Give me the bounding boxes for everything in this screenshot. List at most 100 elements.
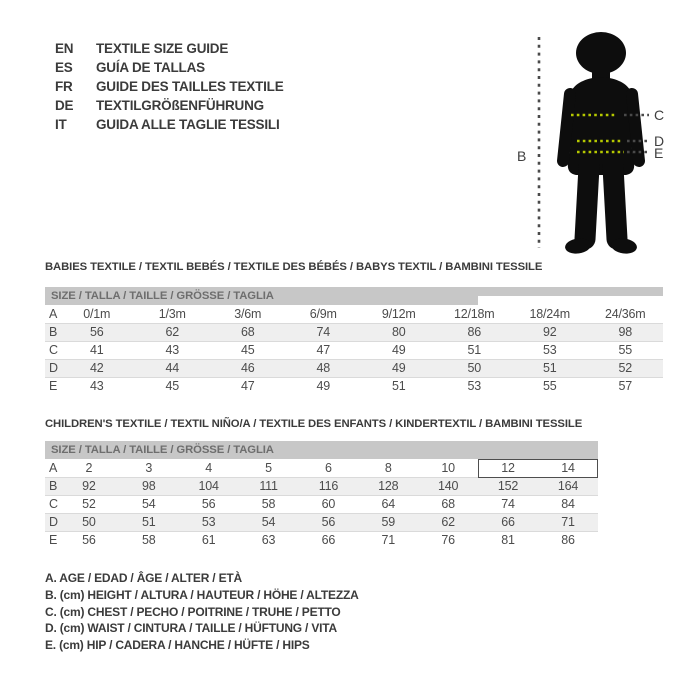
language-code: IT [55, 117, 67, 132]
size-value-cell: 152 [478, 476, 538, 495]
size-value-cell: 43 [134, 340, 210, 359]
size-value-cell: 3 [145, 460, 153, 475]
size-value-cell: 81 [478, 530, 538, 549]
babies-size-table-container: SIZE / TALLA / TAILLE / GRÖSSE / TAGLIA A… [45, 287, 663, 395]
size-value-cell: 41 [59, 340, 135, 359]
size-value-cell: 42 [59, 358, 135, 377]
size-value-cell: 61 [178, 530, 239, 549]
size-value-cell: 51 [512, 358, 588, 377]
size-value-cell: 52 [59, 494, 119, 513]
row-label: C [45, 494, 59, 513]
language-title: GUIDA ALLE TAGLIE TESSILI [96, 117, 280, 132]
babies-section-title: BABIES TEXTILE / TEXTIL BEBÉS / TEXTILE … [45, 261, 543, 273]
size-value-cell: 3/6m [234, 306, 262, 321]
size-value-cell: 56 [298, 512, 359, 531]
size-value-cell: 57 [587, 376, 663, 395]
table-row: E 56 58 61 63 66 71 76 81 86 [45, 530, 598, 549]
size-value-cell: 104 [178, 476, 239, 495]
table-row: E 43 45 47 49 51 53 55 57 [45, 376, 663, 395]
size-value-cell: 14 [561, 460, 575, 475]
size-value-cell: 52 [587, 358, 663, 377]
size-value-cell: 51 [436, 340, 512, 359]
height-label: B [517, 148, 526, 164]
language-code: ES [55, 60, 73, 75]
row-label: B [45, 476, 59, 495]
size-table-header-row: SIZE / TALLA / TAILLE / GRÖSSE / TAGLIA [45, 441, 598, 459]
language-code: FR [55, 79, 73, 94]
size-value-cell: 56 [59, 530, 119, 549]
size-value-cell: 4 [205, 460, 213, 475]
legend-waist: D. (cm) WAIST / CINTURA / TAILLE / HÜFTU… [45, 621, 337, 636]
size-value-cell: 68 [418, 494, 479, 513]
row-label: A [49, 460, 58, 475]
size-value-cell: 92 [512, 322, 588, 341]
size-value-cell: 111 [238, 476, 299, 495]
size-value-cell: 6 [325, 460, 332, 475]
chest-label: C [654, 107, 664, 123]
size-value-cell: 2 [85, 460, 93, 475]
size-value-cell: 51 [361, 376, 437, 395]
size-value-cell: 74 [285, 322, 361, 341]
size-value-cell: 43 [59, 376, 135, 395]
size-value-cell: 60 [298, 494, 359, 513]
size-value-cell: 62 [418, 512, 479, 531]
size-value-cell: 68 [210, 322, 286, 341]
legend-hip: E. (cm) HIP / CADERA / HANCHE / HÜFTE / … [45, 638, 310, 653]
row-label: A [49, 306, 58, 321]
size-value-cell: 164 [538, 476, 598, 495]
table-row: C 41 43 45 47 49 51 53 55 [45, 340, 663, 359]
language-title-list: EN TEXTILE SIZE GUIDE ES GUÍA DE TALLAS … [55, 39, 284, 134]
size-value-cell: 92 [59, 476, 119, 495]
table-row: A 0/1m 1/3m 3/6m 6/9m 9/12m 12/18m 18/24m 24/36m [45, 305, 663, 323]
size-value-cell: 64 [358, 494, 419, 513]
size-value-cell: 5 [265, 460, 272, 475]
size-value-cell: 47 [285, 340, 361, 359]
size-value-cell: 48 [285, 358, 361, 377]
size-value-cell: 50 [59, 512, 119, 531]
size-value-cell: 6/9m [309, 306, 337, 321]
size-value-cell: 80 [361, 322, 437, 341]
size-value-cell: 45 [134, 376, 210, 395]
size-value-cell: 55 [587, 340, 663, 359]
size-value-cell: 47 [210, 376, 286, 395]
size-value-cell: 18/24m [529, 306, 571, 321]
size-value-cell: 71 [538, 512, 598, 531]
size-value-cell: 128 [358, 476, 419, 495]
size-value-cell: 63 [238, 530, 299, 549]
row-label: D [45, 358, 59, 377]
table-row: D 50 51 53 54 56 59 62 66 71 [45, 512, 598, 531]
size-value-cell: 45 [210, 340, 286, 359]
size-value-cell: 71 [358, 530, 419, 549]
legend-height: B. (cm) HEIGHT / ALTURA / HAUTEUR / HÖHE… [45, 587, 359, 602]
hip-label: E [654, 145, 663, 161]
size-value-cell: 62 [134, 322, 210, 341]
row-label: B [45, 322, 59, 341]
size-value-cell: 46 [210, 358, 286, 377]
measurement-diagram: B C D E [517, 32, 664, 254]
size-value-cell: 49 [361, 340, 437, 359]
row-label: E [45, 530, 59, 549]
size-value-cell: 58 [118, 530, 179, 549]
table-row: D 42 44 46 48 49 50 51 52 [45, 358, 663, 377]
language-code: DE [55, 98, 74, 113]
size-value-cell: 66 [478, 512, 538, 531]
table-row: A 2 3 4 5 6 8 10 12 14 [45, 459, 598, 477]
size-value-cell: 84 [538, 494, 598, 513]
size-value-cell: 54 [238, 512, 299, 531]
children-size-table: SIZE / TALLA / TAILLE / GRÖSSE / TAGLIA A… [45, 441, 598, 549]
size-value-cell: 54 [118, 494, 179, 513]
size-value-cell: 86 [538, 530, 598, 549]
size-value-cell: 53 [512, 340, 588, 359]
size-value-cell: 98 [587, 322, 663, 341]
size-value-cell: 59 [358, 512, 419, 531]
legend-age: A. AGE / EDAD / ÂGE / ALTER / ETÀ [45, 571, 242, 585]
list-item: EN TEXTILE SIZE GUIDE [55, 39, 284, 58]
size-value-cell: 140 [418, 476, 479, 495]
list-item: IT GUIDA ALLE TAGLIE TESSILI [55, 115, 284, 134]
size-value-cell: 86 [436, 322, 512, 341]
language-title: GUIDE DES TAILLES TEXTILE [96, 79, 284, 94]
selected-size-highlight [478, 459, 598, 478]
row-label: D [45, 512, 59, 531]
size-value-cell: 56 [59, 322, 135, 341]
size-value-cell: 55 [512, 376, 588, 395]
